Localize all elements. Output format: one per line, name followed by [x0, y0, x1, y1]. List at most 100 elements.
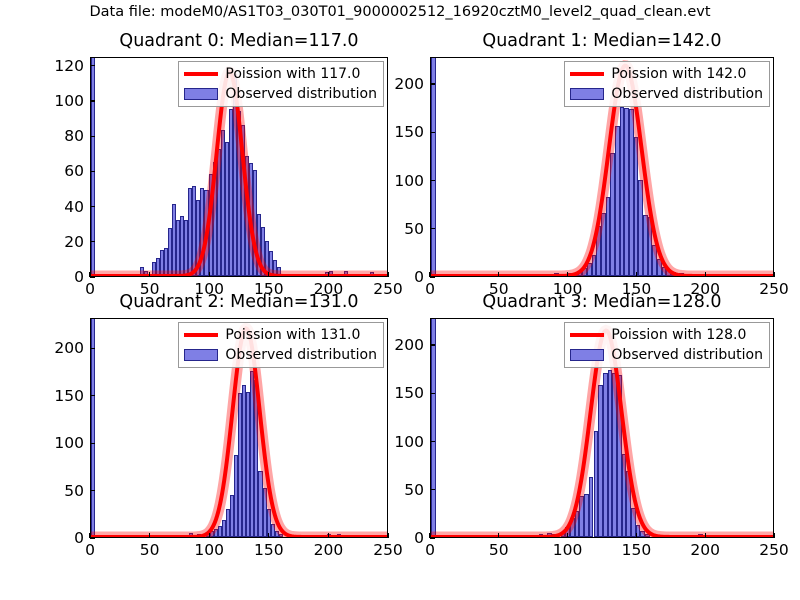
y-tick	[430, 392, 435, 394]
quadrant-0-fit-curve	[91, 66, 387, 276]
quadrant-2-legend[interactable]: Poission with 131.0 Observed distribution	[178, 322, 384, 368]
quadrant-1-legend[interactable]: Poission with 142.0 Observed distribution	[564, 61, 770, 107]
x-tick	[567, 533, 569, 538]
y-tick-label: 100	[394, 171, 424, 190]
x-tick	[635, 533, 637, 538]
fit-curve-line	[431, 63, 773, 276]
y-tick-label: 50	[404, 219, 424, 238]
subplot-quadrant-3: Quadrant 3: Median=128.0 0 50 100 150 200 250 0…	[394, 292, 788, 562]
subplot-quadrant-1: Quadrant 1: Median=142.0 0 50 100 150 200 250 0…	[394, 31, 788, 301]
y-tick	[90, 489, 95, 492]
histogram-bar	[217, 525, 222, 537]
y-tick	[430, 489, 435, 491]
legend-line-icon	[570, 72, 605, 76]
y-tick-label: 100	[394, 432, 424, 451]
legend-label-poisson: Poission with 128.0	[611, 327, 747, 343]
histogram-bar	[657, 258, 662, 276]
quadrant-3-legend[interactable]: Poission with 128.0 Observed distribution	[564, 322, 770, 368]
x-tick-label: 200	[313, 280, 344, 298]
legend-label-poisson: Poission with 131.0	[225, 327, 361, 343]
x-tick	[635, 272, 637, 277]
histogram-bar	[234, 454, 239, 537]
x-tick-label: 100	[552, 280, 583, 298]
y-tick-label: 120	[54, 56, 84, 75]
x-tick	[773, 533, 775, 538]
x-tick-label: 50	[139, 541, 160, 559]
legend-entry-observed: Observed distribution	[570, 346, 763, 364]
x-tick	[327, 272, 329, 277]
y-tick	[430, 83, 435, 85]
histogram-bar	[593, 430, 599, 537]
x-tick-label: 150	[254, 280, 284, 298]
histogram-bar	[196, 200, 201, 276]
x-tick	[498, 272, 500, 277]
y-tick-label: 200	[54, 339, 84, 358]
y-tick	[430, 179, 435, 182]
y-tick	[90, 537, 95, 539]
y-tick-label: 50	[404, 480, 424, 499]
legend-line-icon	[184, 72, 219, 76]
y-tick-label: 150	[394, 384, 424, 403]
histogram-bar	[228, 108, 233, 276]
histogram-bar	[246, 391, 251, 537]
x-tick-label: 250	[759, 541, 789, 559]
histogram-bar	[600, 213, 606, 276]
legend-patch-icon	[184, 349, 219, 361]
histogram-bar	[262, 487, 267, 537]
x-tick	[149, 272, 151, 277]
x-tick-label: 250	[373, 541, 403, 559]
y-tick	[430, 276, 435, 278]
histogram-bar	[638, 179, 644, 276]
y-tick-label: 0	[414, 529, 424, 547]
legend-entry-poisson: Poission with 131.0	[184, 326, 377, 344]
histogram-bar	[621, 454, 627, 537]
x-tick-label: 200	[690, 280, 720, 298]
legend-label-observed: Observed distribution	[225, 347, 377, 363]
histogram-bar	[192, 186, 197, 276]
x-tick-label: 50	[488, 280, 509, 298]
histogram-bar	[258, 470, 263, 537]
histogram-bar	[644, 534, 650, 537]
histogram-bar	[605, 196, 611, 276]
histogram-bar	[643, 215, 648, 276]
y-tick	[90, 135, 95, 137]
x-tick-label: 250	[373, 280, 403, 298]
quadrant-0-legend[interactable]: Poission with 117.0 Observed distribution	[178, 61, 384, 107]
x-tick-label: 50	[488, 541, 509, 559]
y-tick	[90, 347, 95, 349]
histogram-bar	[220, 129, 225, 276]
y-tick-label: 100	[54, 92, 84, 110]
x-tick-label: 200	[690, 541, 720, 559]
histogram-bar	[240, 124, 245, 276]
y-tick	[90, 206, 95, 208]
x-tick	[429, 272, 431, 277]
histogram-bar	[598, 384, 603, 537]
x-tick-label: 100	[194, 541, 224, 559]
quadrant-3-bars	[431, 319, 773, 537]
histogram-bar	[630, 508, 636, 537]
histogram-bar	[602, 372, 608, 537]
x-tick-label: 150	[621, 541, 652, 559]
x-tick	[704, 272, 706, 277]
x-tick-label: 250	[759, 280, 789, 298]
histogram-bar	[278, 534, 283, 537]
histogram-bar	[574, 510, 580, 537]
histogram-bar	[250, 371, 255, 537]
y-tick	[90, 395, 95, 397]
histogram-bar	[213, 529, 218, 537]
histogram-bar	[619, 107, 625, 276]
histogram-bar	[661, 267, 667, 276]
quadrant-2-bars	[91, 319, 387, 537]
quadrant-3-title: Quadrant 3: Median=128.0	[482, 292, 722, 312]
y-tick	[90, 241, 95, 243]
y-tick	[90, 100, 95, 102]
y-tick-label: 40	[64, 197, 84, 216]
histogram-bar	[616, 374, 622, 537]
x-tick	[704, 533, 706, 538]
histogram-bar	[224, 142, 229, 276]
histogram-bar	[629, 109, 634, 276]
histogram-bar	[591, 254, 597, 276]
histogram-bar	[640, 531, 645, 537]
x-tick-label: 0	[425, 280, 435, 298]
